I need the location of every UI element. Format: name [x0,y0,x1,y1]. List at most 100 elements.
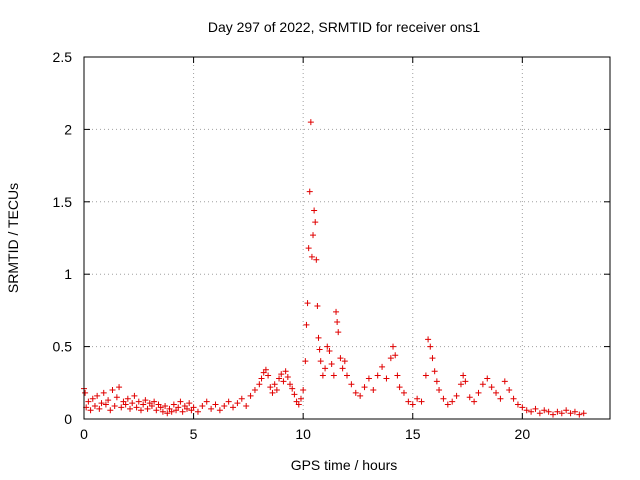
data-point [545,408,552,415]
data-point [116,384,123,391]
data-point [234,400,241,407]
data-point [422,372,429,379]
data-point [271,381,278,388]
data-point [390,343,397,350]
data-point [425,336,432,343]
data-point [311,207,318,214]
x-tick-label: 10 [295,426,311,442]
data-point [170,401,177,408]
data-point [383,375,390,382]
data-point [493,389,500,396]
data-point [225,398,232,405]
y-tick-label: 1.5 [53,194,73,210]
data-point [111,402,118,409]
data-point [284,374,291,381]
data-point [352,389,359,396]
data-point [140,401,147,408]
data-point [436,387,443,394]
data-point [151,398,158,405]
data-point [179,408,186,415]
data-point [431,368,438,375]
data-point [449,398,456,405]
data-point [243,402,250,409]
data-point [337,355,344,362]
data-point [177,398,184,405]
data-point [510,395,517,402]
data-point [89,395,96,402]
data-point [118,404,125,411]
data-point [409,401,416,408]
data-point [379,363,386,370]
data-point [203,398,210,405]
data-point [142,397,149,404]
data-point [475,389,482,396]
data-point [466,394,473,401]
data-point [96,405,103,412]
data-point [295,401,302,408]
x-axis-title: GPS time / hours [291,457,398,473]
data-point [326,347,333,354]
data-points [81,119,587,418]
data-point [488,384,495,391]
data-point [558,410,565,417]
data-point [506,387,513,394]
data-point [303,321,310,328]
data-point [85,398,92,405]
data-point [484,375,491,382]
data-point [394,372,401,379]
data-point [282,368,289,375]
data-point [405,398,412,405]
axis-ticks: 0 5 10 15 20 0 0.5 1 1.5 2 2.5 [53,49,610,442]
data-point [444,401,451,408]
data-point [186,400,193,407]
data-point [429,355,436,362]
data-point [164,410,171,417]
chart-title: Day 297 of 2022, SRMTID for receiver ons… [208,19,481,35]
data-point [523,407,530,414]
data-point [190,404,197,411]
data-point [258,375,265,382]
data-point [370,387,377,394]
data-point [501,378,508,385]
data-point [313,256,320,263]
data-point [471,398,478,405]
data-point [247,392,254,399]
data-point [287,381,294,388]
data-point [341,358,348,365]
data-point [94,392,101,399]
data-point [310,232,317,239]
data-point [122,401,129,408]
data-point [457,381,464,388]
data-point [324,343,331,350]
data-point [550,411,557,418]
y-tick-label: 1 [64,266,72,282]
data-point [113,394,120,401]
x-tick-label: 5 [190,426,198,442]
data-point [153,407,160,414]
data-point [221,402,228,409]
data-point [137,407,144,414]
data-point [357,392,364,399]
data-point [280,378,287,385]
data-point [392,352,399,359]
data-point [87,407,94,414]
data-point [251,387,258,394]
data-point [462,378,469,385]
data-point [278,371,285,378]
data-point [497,395,504,402]
data-point [306,188,313,195]
data-point [453,392,460,399]
data-point [519,404,526,411]
data-point [291,391,298,398]
data-point [571,408,578,415]
data-point [148,402,155,409]
data-point [580,410,587,417]
x-tick-label: 0 [80,426,88,442]
plot-frame [83,56,611,420]
data-point [344,372,350,379]
y-tick-label: 2.5 [53,49,73,65]
data-point [427,343,434,350]
data-point [267,384,274,391]
data-point [567,410,574,417]
data-point [528,408,535,415]
